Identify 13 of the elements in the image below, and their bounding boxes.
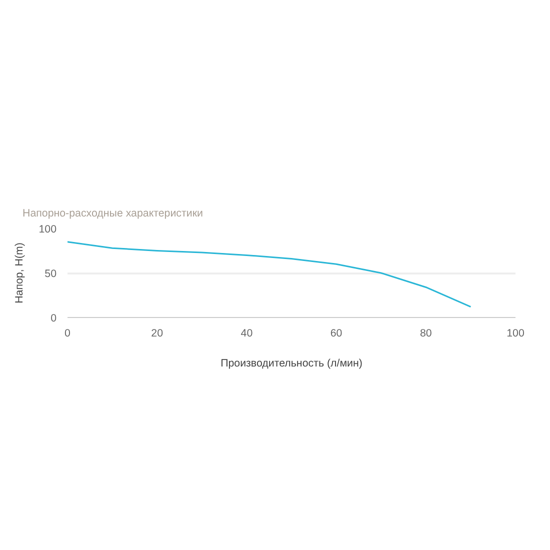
x-tick-label: 0 [64, 328, 71, 340]
chart-title: Напорно-расходные характеристики [22, 208, 203, 220]
x-tick-label: 80 [420, 328, 432, 340]
y-axis-title: Напор, H(m) [14, 242, 26, 304]
line-series [68, 241, 472, 308]
x-tick-label: 40 [240, 328, 253, 340]
y-tick-label: 0 [50, 312, 57, 324]
x-tick-label: 100 [506, 328, 524, 340]
y-tick-label: 100 [38, 224, 57, 236]
y-tick-label: 50 [44, 268, 57, 280]
x-tick-label: 20 [151, 328, 164, 340]
x-tick-label: 60 [330, 328, 342, 340]
x-axis-title: Производительность (л/мин) [220, 358, 362, 370]
